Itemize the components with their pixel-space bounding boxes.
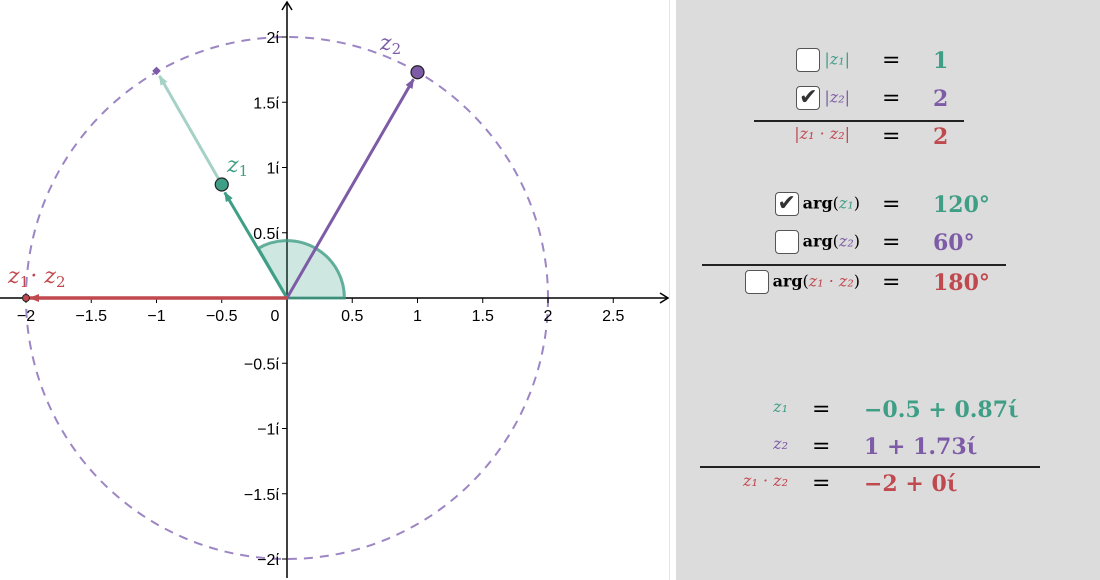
product-label: z1 · z2 <box>7 264 66 291</box>
abs-z2-value: 2 <box>933 86 949 112</box>
algebra-panel: |z₁| = 1 ✔ |z₂| = 2 |z₁ · z₂| = 2 ✔ arg(z₁… <box>676 0 1100 580</box>
z2-label: z2 <box>379 31 401 58</box>
product-value-row: z₁ · z₂ = −2 + 0ί <box>706 471 1046 501</box>
equals: = <box>882 270 901 295</box>
arg-fn: arg <box>802 231 833 251</box>
fraction-line <box>754 120 964 122</box>
abs-z1-value: 1 <box>933 48 949 74</box>
x-tick-label: 1.5 <box>472 308 494 325</box>
scaled-z1-point <box>152 66 161 76</box>
y-tick-label: −1.5ί <box>244 487 280 504</box>
label-subscript: 1 <box>20 273 30 291</box>
y-tick-label: −1ί <box>257 422 279 439</box>
abs-product-row: |z₁ · z₂| = 2 <box>780 124 990 154</box>
arg-z2-value: 60° <box>933 230 975 256</box>
label-subscript: 1 <box>239 162 249 180</box>
x-tick-label: 0 <box>271 308 280 325</box>
z2-label: z₂ <box>773 434 788 453</box>
equals: = <box>812 471 831 496</box>
abs-z2-row: ✔ |z₂| = 2 <box>780 86 990 116</box>
y-tick-label: −2ί <box>257 552 279 569</box>
x-tick-label: −1 <box>147 308 165 325</box>
label-subscript: 2 <box>392 40 402 58</box>
label-text: z <box>226 153 239 178</box>
equals: = <box>882 86 901 111</box>
product-point <box>22 294 30 302</box>
arg-fn: arg <box>802 193 833 213</box>
arg-z1-arg: z₁ <box>838 193 854 213</box>
label-text: · <box>30 264 44 289</box>
x-tick-label: −2 <box>17 308 35 325</box>
z1-value-row: z₁ = −0.5 + 0.87ί <box>706 397 1046 427</box>
fraction-line <box>702 264 1006 266</box>
arg-z1-row: ✔ arg(z₁) = 120° <box>774 192 1010 222</box>
abs-z1-label: |z₁| <box>824 49 850 69</box>
abs-product-value: 2 <box>933 124 949 150</box>
x-tick-label: 1 <box>413 308 422 325</box>
label-text: z <box>7 264 20 289</box>
arg-z2-checkbox[interactable] <box>774 230 799 254</box>
x-tick-label: 0.5 <box>341 308 363 325</box>
z2-value-row: z₂ = 1 + 1.73ί <box>706 434 1046 464</box>
label-text: z <box>43 264 56 289</box>
arg-z2-arg: z₂ <box>838 231 854 251</box>
y-tick-label: 1ί <box>267 161 280 178</box>
abs-z1-checkbox[interactable] <box>796 48 821 72</box>
arg-z2-row: arg(z₂) = 60° <box>774 230 1010 260</box>
arg-z1-checkbox[interactable]: ✔ <box>774 192 799 216</box>
complex-plane-graph[interactable]: −2 −1.5 −1 −0.5 0 0.5 1 1.5 2 2.5 2ί 1.5ί 1ί 0.5ί −0.5… <box>0 0 670 580</box>
y-tick-label: 2ί <box>267 30 280 47</box>
label-text: z <box>379 31 392 56</box>
product-label: z₁ · z₂ <box>743 471 788 490</box>
z2-point[interactable] <box>410 65 425 80</box>
arg-z1-value: 120° <box>933 192 990 218</box>
fraction-line <box>700 466 1040 468</box>
equals: = <box>882 48 901 73</box>
x-tick-label: 2 <box>544 308 553 325</box>
equals: = <box>882 230 901 255</box>
label-subscript: 2 <box>56 273 66 291</box>
x-tick-label: 2.5 <box>602 308 624 325</box>
y-tick-label: −0.5ί <box>244 356 280 373</box>
y-axis-arrow-icon <box>281 0 293 11</box>
z1-value: −0.5 + 0.87ί <box>864 397 1019 423</box>
z1-vector <box>223 191 289 299</box>
equals: = <box>882 192 901 217</box>
equals: = <box>882 124 901 149</box>
abs-product-label: |z₁ · z₂| <box>794 124 850 143</box>
arg-fn: arg <box>772 271 803 291</box>
arg-product-value: 180° <box>933 270 990 296</box>
scaled-z1-vector <box>158 75 224 186</box>
z2-value: 1 + 1.73ί <box>864 434 978 460</box>
z2-vector <box>285 78 415 299</box>
equals: = <box>812 434 831 459</box>
y-tick-label: 1.5ί <box>253 95 279 112</box>
product-value: −2 + 0ί <box>864 471 958 497</box>
arg-product-checkbox[interactable] <box>744 270 769 294</box>
divider <box>669 0 670 580</box>
abs-z2-label: |z₂| <box>824 87 850 107</box>
abs-z2-checkbox[interactable]: ✔ <box>796 86 821 110</box>
x-axis-arrow-icon <box>659 292 670 304</box>
z1-label: z1 <box>226 153 248 180</box>
abs-z1-row: |z₁| = 1 <box>780 48 990 78</box>
x-tick-label: −1.5 <box>75 308 107 325</box>
arg-product-row: arg(z₁ · z₂) = 180° <box>744 270 1010 300</box>
y-tick-label: 0.5ί <box>253 226 279 243</box>
z1-label: z₁ <box>773 397 788 416</box>
x-tick-label: −0.5 <box>206 308 238 325</box>
z1-point[interactable] <box>214 177 229 192</box>
arg-product-arg: z₁ · z₂ <box>808 271 854 291</box>
equals: = <box>812 397 831 422</box>
